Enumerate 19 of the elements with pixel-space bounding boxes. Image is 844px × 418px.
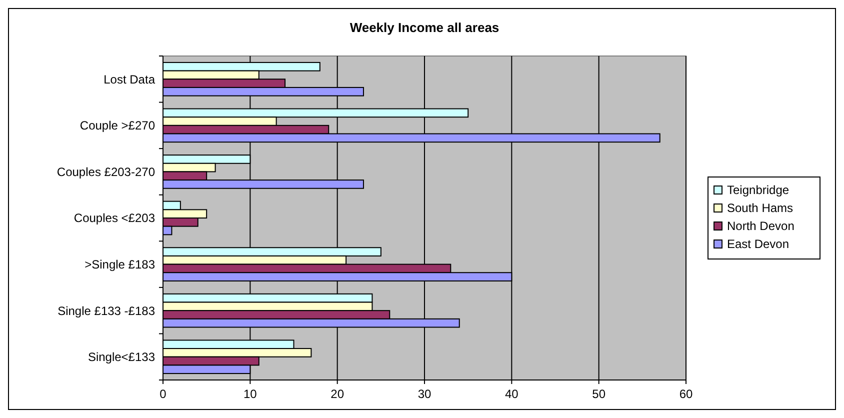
y-tick-label: Couple >£270 — [80, 118, 156, 133]
x-tick-label: 0 — [160, 387, 167, 401]
x-tick-label: 30 — [418, 387, 432, 401]
x-tick-label: 20 — [330, 387, 344, 401]
x-tick-label: 10 — [243, 387, 258, 401]
y-tick-label: Single<£133 — [88, 350, 156, 364]
y-tick-label: Couples £203-270 — [56, 164, 156, 179]
legend-label: East Devon — [727, 237, 790, 252]
x-tick-label: 60 — [679, 387, 693, 401]
x-tick-label: 50 — [592, 387, 606, 401]
legend-label: Teignbridge — [727, 183, 790, 198]
legend-label: North Devon — [727, 219, 794, 234]
y-tick-label: Couples <£203 — [74, 211, 156, 226]
x-tick-label: 40 — [504, 387, 519, 401]
y-tick-label: >Single £183 — [84, 257, 156, 272]
legend-label: South Hams — [727, 201, 794, 216]
y-tick-label: Lost Data — [104, 72, 156, 86]
y-tick-label: Single £133 -£183 — [58, 304, 156, 318]
chart-title: Weekly Income all areas — [350, 20, 500, 35]
